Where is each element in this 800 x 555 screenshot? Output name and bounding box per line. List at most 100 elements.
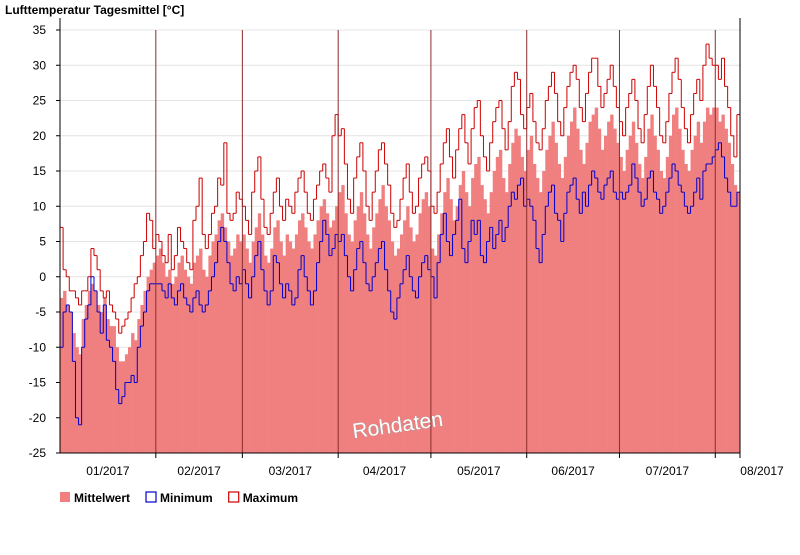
axes-layer: -25 -20 -15 -10 -5 0 5 10 15 20 25 30 35 01/2017 02/20… (29, 18, 784, 478)
bar (582, 163, 586, 453)
bar (186, 276, 191, 453)
bar (607, 121, 611, 454)
bar (406, 206, 410, 453)
bar (613, 128, 617, 453)
bar (60, 297, 64, 453)
bar (199, 248, 203, 453)
bar (294, 234, 299, 453)
bar (471, 178, 475, 454)
bar (576, 128, 580, 453)
bar (440, 213, 444, 453)
bar (600, 149, 605, 453)
bar (245, 248, 249, 453)
legend-swatch (145, 491, 157, 503)
bar (610, 114, 614, 453)
y-tick-label: -5 (35, 305, 46, 319)
bar (208, 255, 212, 453)
x-tick-label: 01/2017 (86, 464, 130, 478)
bar (715, 107, 719, 454)
bar (254, 227, 259, 453)
bar (706, 107, 710, 454)
bar (449, 199, 453, 453)
bar (693, 135, 698, 453)
bar (468, 206, 472, 453)
bar (223, 227, 228, 453)
bar (118, 361, 123, 453)
bar (622, 171, 626, 453)
bar (115, 347, 120, 453)
bar (372, 227, 376, 453)
bar (718, 121, 722, 454)
bar (205, 276, 209, 453)
bar (458, 185, 463, 453)
legend: Mittelwert Minimum Maximum (60, 491, 298, 505)
bar (90, 283, 95, 453)
bar (474, 163, 478, 453)
bar (226, 241, 231, 453)
bar (257, 213, 262, 453)
bar (573, 107, 577, 454)
legend-label: Minimum (160, 491, 213, 505)
legend-swatch (228, 491, 240, 503)
bar (532, 163, 537, 453)
bar (498, 149, 503, 453)
bar (155, 255, 160, 453)
bar (202, 269, 206, 453)
bar (684, 163, 688, 453)
bar (588, 121, 592, 454)
x-tick-label: 02/2017 (177, 464, 221, 478)
bar (335, 206, 339, 453)
y-tick-label: 35 (33, 23, 47, 37)
bar (313, 234, 317, 453)
bar (165, 276, 169, 453)
bar (681, 149, 685, 453)
x-tick-label: 06/2017 (551, 464, 595, 478)
bar (653, 135, 657, 453)
bar (143, 290, 147, 453)
bar (486, 213, 490, 453)
bar (566, 135, 571, 453)
bar (168, 269, 172, 453)
bar (387, 220, 392, 453)
bar (702, 121, 707, 454)
bar (366, 234, 370, 453)
bar (180, 255, 184, 453)
bar (264, 255, 268, 453)
bar (545, 149, 549, 453)
bar (619, 156, 623, 453)
bar (437, 234, 441, 453)
y-tick-label: 20 (33, 129, 47, 143)
x-tick-label: 08/2017 (740, 464, 784, 478)
bar (418, 213, 422, 453)
legend-label: Mittelwert (74, 491, 130, 505)
x-tick-label: 04/2017 (363, 464, 407, 478)
bar (171, 283, 175, 453)
bar (421, 199, 426, 453)
bar (400, 234, 404, 453)
bar (477, 156, 481, 453)
bar (106, 319, 110, 453)
y-tick-label: 5 (39, 235, 46, 249)
bar (712, 107, 716, 454)
bar (625, 149, 630, 453)
bar (551, 121, 555, 454)
bar (520, 156, 524, 453)
bar (557, 163, 562, 453)
bar (644, 156, 648, 453)
bar (736, 192, 741, 453)
bar (75, 347, 79, 453)
bar (489, 192, 494, 453)
bar (282, 255, 286, 453)
bar (279, 241, 283, 453)
bar (177, 262, 181, 453)
bar (341, 185, 345, 453)
bar (412, 241, 416, 453)
bar (350, 241, 354, 453)
line-layer (60, 43, 740, 426)
bar (563, 156, 568, 453)
bar (594, 107, 599, 454)
bar (196, 255, 200, 453)
bar (109, 326, 113, 453)
bar (128, 347, 132, 453)
bar (709, 114, 713, 453)
